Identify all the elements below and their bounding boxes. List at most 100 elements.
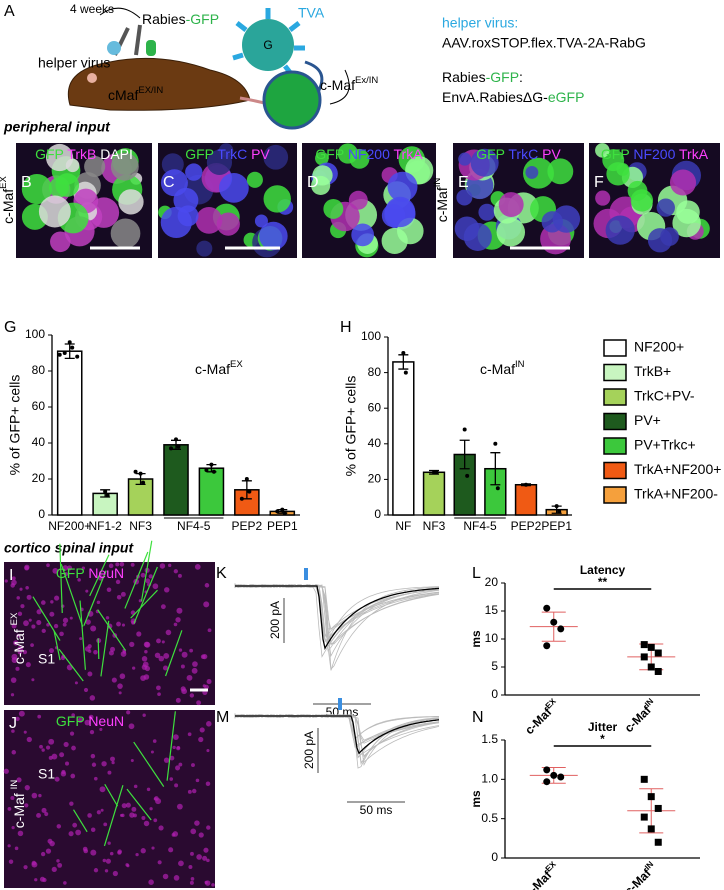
data-point	[543, 642, 551, 650]
data-point	[524, 482, 528, 487]
neuron-dot	[187, 732, 192, 737]
significance: **	[598, 575, 608, 589]
bar	[422, 471, 446, 516]
cell-body	[263, 144, 289, 170]
neuron-dot	[74, 681, 78, 685]
neuron-dot	[196, 700, 202, 706]
cell-body	[315, 151, 329, 166]
cell-body	[45, 143, 74, 172]
row-label-base: c-Maf	[434, 187, 450, 222]
neuron-dot	[28, 618, 32, 622]
gfp-neurite	[59, 543, 63, 614]
neuron-dot	[194, 820, 200, 826]
neuron-dot	[161, 640, 165, 644]
cell-body	[456, 189, 473, 206]
y-tick-label: 80	[32, 363, 46, 377]
bar	[514, 483, 538, 516]
data-point	[543, 778, 551, 786]
neuron-dot	[178, 860, 184, 867]
neuron-dot	[173, 622, 178, 627]
cell-body	[595, 143, 610, 158]
neuron-dot	[157, 692, 161, 697]
neuron-dot	[173, 734, 179, 741]
data-point	[640, 653, 648, 661]
neuron-dot	[189, 648, 194, 653]
neuron-dot	[149, 807, 153, 811]
data-point	[550, 771, 558, 779]
neuron-dot	[126, 710, 131, 715]
neuron-dot	[71, 745, 76, 751]
neuron-dot	[164, 587, 170, 593]
y-tick-label: 5	[491, 659, 498, 673]
neuron-dot	[39, 876, 45, 882]
rabies-label: Rabies-GFP	[142, 11, 219, 27]
y-tick-label: 0.5	[481, 811, 498, 825]
neuron-dot	[148, 574, 153, 579]
cell-body	[206, 149, 233, 175]
neuron-dot	[175, 765, 181, 771]
rabies-construct-part: eGFP	[548, 89, 585, 105]
bar	[56, 350, 83, 516]
gfp-neurite	[104, 783, 119, 807]
neuron-dot	[36, 609, 42, 615]
neuron-dot	[119, 562, 125, 567]
neuron-dot	[93, 868, 99, 873]
neuron-dot	[191, 788, 197, 794]
gfp-neurite	[32, 596, 61, 641]
neuron-dot	[101, 761, 107, 767]
neuron-dot	[37, 714, 42, 719]
legend-label: TrkA+NF200+	[634, 461, 721, 477]
neuron-dot	[44, 811, 49, 817]
cell-body	[525, 165, 539, 179]
stain-label-part: TrkC	[217, 146, 251, 162]
gfp-neurite	[100, 620, 110, 677]
neuron-dot	[186, 674, 193, 681]
neuron-dot	[204, 880, 211, 886]
x-tick-label: c-MafEX	[521, 696, 562, 737]
neuron-dot	[108, 650, 114, 656]
neuron-dot	[132, 666, 136, 670]
neuron-dot	[20, 604, 25, 609]
mouse-body	[68, 57, 251, 111]
neuron-dot	[90, 753, 96, 759]
neuron-dot	[68, 831, 74, 837]
helper-title: helper virus:	[442, 15, 518, 31]
panel-letter: E	[458, 174, 469, 191]
neuron-dot	[85, 589, 89, 593]
gfp-neurite	[79, 600, 87, 670]
neuron-dot	[160, 604, 166, 610]
neuron-dot	[40, 851, 46, 857]
cell-body	[323, 199, 344, 219]
neuron-dot	[198, 832, 204, 838]
cell-body	[337, 143, 359, 164]
chart-annotation-base: c-Maf	[480, 361, 515, 377]
cell-body	[595, 190, 611, 206]
neuron-dot	[141, 816, 146, 821]
trace	[234, 584, 439, 642]
x-tick-label: PEP2	[511, 519, 542, 533]
neuron-dot	[107, 841, 111, 845]
mouse-label-base: cMaf	[108, 87, 138, 103]
data-point	[640, 775, 648, 783]
data-point	[204, 468, 209, 472]
neuron-dot	[194, 563, 201, 570]
neuron-dot	[116, 594, 122, 600]
neuron-dot	[11, 750, 17, 755]
neuron-dot	[10, 677, 17, 683]
row-label: c-Maf IN	[9, 780, 27, 829]
cell-body	[605, 215, 635, 245]
data-point	[67, 340, 72, 345]
neuron-dot	[188, 864, 193, 869]
y-tick-label: 60	[32, 399, 46, 413]
neuron-dot	[11, 579, 17, 586]
neuron-dot	[121, 623, 125, 627]
neuron-dot	[11, 826, 15, 830]
neuron-dot	[3, 768, 9, 774]
data-point	[244, 477, 249, 481]
stain-label: GFP NF200 TrkA	[315, 146, 423, 162]
scale-label: 50 ms	[360, 803, 393, 817]
legend-label: TrkB+	[634, 363, 671, 379]
panel-letter: F	[594, 174, 604, 191]
cre-label-sup: Ex/IN	[355, 75, 378, 86]
neuron-dot	[165, 629, 172, 636]
